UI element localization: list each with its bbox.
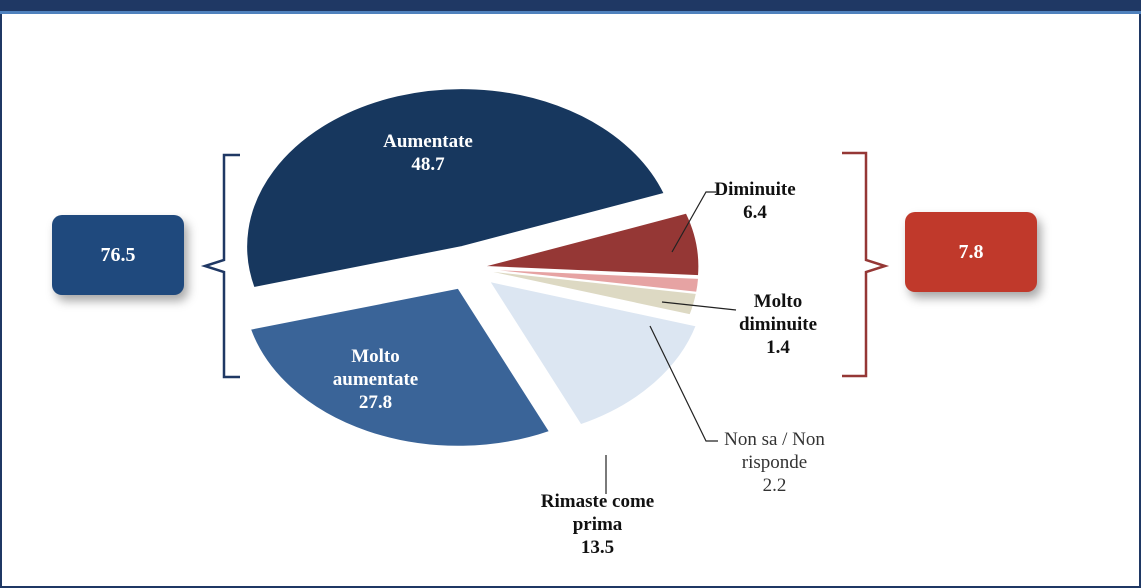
slice-name: Aumentate bbox=[383, 131, 473, 152]
group-value: 76.5 bbox=[100, 243, 136, 266]
slice-name: Non sa / Non risponde bbox=[724, 429, 825, 473]
pie-slice bbox=[246, 88, 665, 289]
left-bracket bbox=[200, 153, 240, 379]
leader-line bbox=[649, 325, 718, 442]
slice-name: Molto diminuite bbox=[738, 291, 818, 335]
slice-label: Diminuite 6.4 bbox=[680, 178, 830, 224]
pie-slice bbox=[483, 269, 697, 316]
slice-label: Molto aumentate 27.8 bbox=[318, 345, 433, 414]
header-bar bbox=[0, 0, 1141, 14]
slice-label: Rimaste come prima 13.5 bbox=[515, 490, 680, 559]
slice-label: Aumentate 48.7 bbox=[328, 130, 528, 176]
group-box: 7.8 bbox=[905, 212, 1037, 292]
leaders bbox=[605, 191, 737, 494]
slice-value: 13.5 bbox=[580, 537, 615, 558]
pie-slice bbox=[249, 287, 551, 447]
slice-name: Molto aumentate bbox=[332, 346, 419, 390]
pie-slice bbox=[483, 212, 700, 277]
group-box: 76.5 bbox=[52, 215, 184, 295]
frame bbox=[0, 14, 1141, 588]
leader-line bbox=[661, 301, 737, 311]
slice-name: Rimaste come prima bbox=[540, 491, 655, 535]
brackets bbox=[200, 151, 890, 379]
slice-value: 48.7 bbox=[411, 154, 445, 175]
slice-value: 27.8 bbox=[358, 392, 393, 413]
leader-line bbox=[671, 191, 716, 253]
pie-slice bbox=[483, 268, 700, 293]
pie-slice bbox=[488, 280, 697, 426]
slice-value: 6.4 bbox=[743, 202, 767, 223]
slice-name: Diminuite bbox=[714, 179, 796, 200]
slice-value: 1.4 bbox=[766, 337, 790, 358]
slice-label: Non sa / Non risponde 2.2 bbox=[692, 428, 857, 497]
slice-value: 2.2 bbox=[762, 475, 787, 496]
group-value: 7.8 bbox=[958, 240, 984, 263]
slice-label: Molto diminuite 1.4 bbox=[718, 290, 838, 359]
right-bracket bbox=[842, 151, 890, 378]
